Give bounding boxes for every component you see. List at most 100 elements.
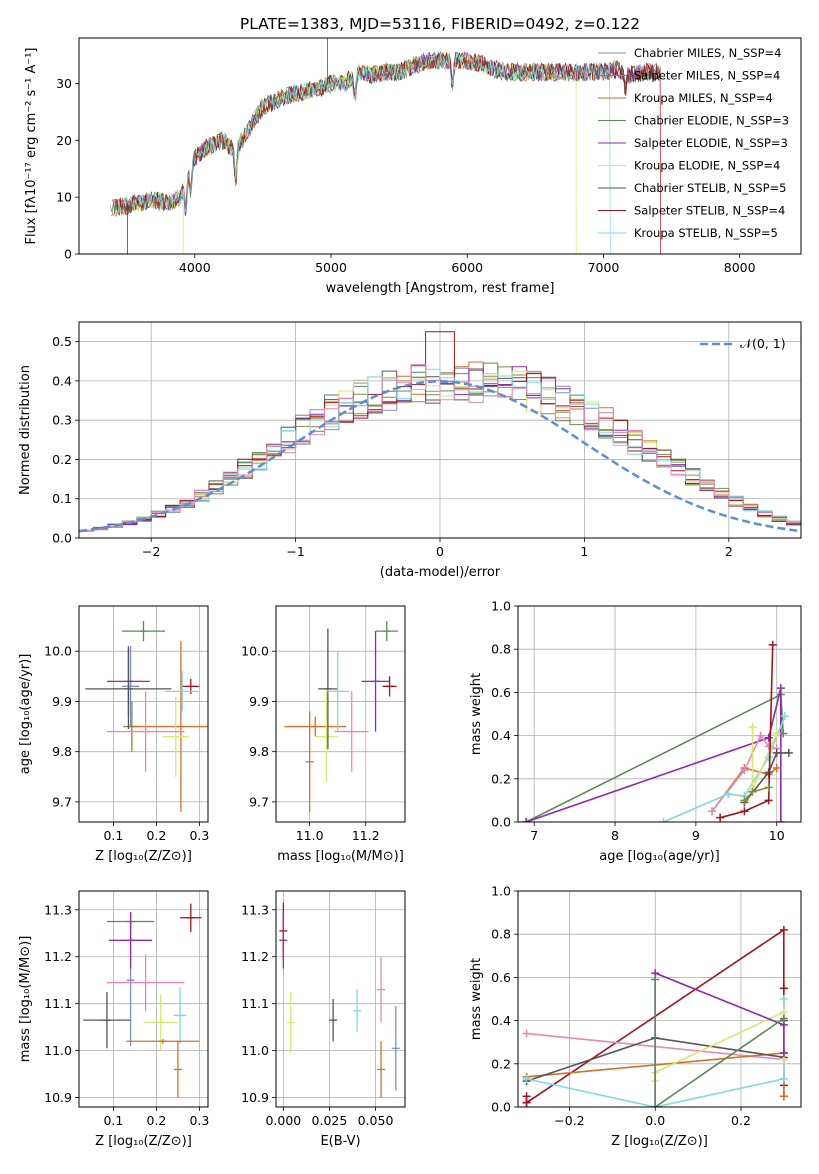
plot-area [276,891,405,1107]
histogram-step [79,364,801,538]
legend-label: 𝒩(0, 1) [740,336,786,351]
legend-label: Salpeter MILES, N_SSP=4 [634,69,780,83]
x-tick-label: 1 [580,544,588,559]
x-tick-label: 7 [530,828,538,843]
y-tick-label: 10.0 [241,644,269,659]
x-tick-label: 11.0 [296,828,324,843]
plus-marker [748,787,757,796]
x-tick-label: −0.2 [554,1113,584,1128]
y-tick-label: 20 [56,133,72,148]
x-tick-label: 0.0 [645,1113,665,1128]
plus-marker [772,729,781,738]
y-tick-label: 10.0 [44,644,72,659]
plus-marker [764,733,773,742]
y-tick-label: 0.0 [52,531,72,546]
y-tick-label: 0.2 [491,1056,511,1071]
x-tick-label: 10 [769,828,785,843]
plus-marker [772,748,781,757]
plus-marker [708,807,717,816]
y-tick-label: 0.0 [491,815,511,830]
legend-label: Salpeter ELODIE, N_SSP=3 [634,136,788,150]
y-tick-label: 0.4 [491,728,511,743]
plus-marker [748,722,757,731]
y-tick-label: 9.7 [52,794,72,809]
legend: 𝒩(0, 1) [700,336,786,351]
y-tick-label: 10.9 [241,1090,269,1105]
legend-label: Salpeter STELIB, N_SSP=4 [634,204,785,218]
plus-marker [776,684,785,693]
y-tick-label: 0 [64,247,72,262]
axes-frame [275,890,406,1108]
panel-mass_vs_ebv: 0.000 0.025 0.050 10.9 11.0 11.1 11.2 11.3 E(B-V… [241,890,406,1149]
weight-line [751,727,778,790]
y-tick-label: 0.8 [491,927,511,942]
y-tick-label: 1.0 [491,884,511,899]
plus-marker [724,789,733,798]
x-tick-label: 0.2 [146,828,166,843]
x-axis-label: Z [log₁₀(Z/Z⊙)] [95,849,192,864]
y-axis-label: mass [log₁₀(M/M⊙)] [18,936,33,1063]
plus-marker [764,796,773,805]
legend-label: Kroupa STELIB, N_SSP=5 [634,226,778,240]
axes-frame [78,321,802,539]
plus-marker [768,640,777,649]
x-axis-label: Z [log₁₀(Z/Z⊙)] [95,1134,192,1149]
x-tick-label: 4000 [179,260,211,275]
x-tick-label: 0.3 [189,828,209,843]
legend-label: Chabrier ELODIE, N_SSP=3 [634,114,789,128]
y-tick-label: 11.0 [44,1043,72,1058]
y-tick-label: 0.4 [52,373,72,388]
x-tick-label: 0.1 [103,1113,123,1128]
y-tick-label: 1.0 [491,599,511,614]
x-axis-label: age [log₁₀(age/yr)] [599,849,720,864]
x-axis-label: E(B-V) [320,1134,360,1149]
weight-line [654,979,785,1107]
plot-area [109,38,662,254]
y-tick-label: 0.3 [52,413,72,428]
spectrum-line [114,52,577,254]
panel-mass_vs_Z: 0.1 0.2 0.3 10.9 11.0 11.1 11.2 11.3 Z [log₁₀(Z/… [18,890,209,1149]
x-tick-label: 0.025 [312,1113,348,1128]
y-tick-label: 0.1 [52,491,72,506]
x-tick-label: 0.2 [731,1113,751,1128]
x-tick-label: 11.2 [352,828,380,843]
weight-line [663,715,786,822]
plus-marker [659,818,668,822]
plus-marker [740,766,749,775]
plus-marker [522,1098,531,1107]
figure-title: PLATE=1383, MJD=53116, FIBERID=0492, z=0… [240,15,640,33]
plot-area [79,322,801,538]
plus-marker [522,818,531,822]
x-tick-label: 0.050 [358,1113,394,1128]
panel-weight_vs_Z: −0.2 0.0 0.2 0.0 0.2 0.4 0.6 0.8 1.0 Z [log₁₀(Z/Z… [469,884,802,1149]
plot-area [276,606,405,822]
legend-label: Kroupa ELODIE, N_SSP=4 [634,159,780,173]
weight-line [719,644,774,819]
y-tick-label: 0.8 [491,642,511,657]
plot-area [79,606,208,822]
legend-label: Chabrier MILES, N_SSP=4 [634,46,781,60]
axes-frame [275,605,406,823]
panel-residual_histogram: −2 −1 0 1 2 0.0 0.1 0.2 0.3 0.4 0.5 (data-model)/er… [18,321,802,580]
y-tick-label: 30 [56,76,72,91]
plus-marker [780,712,789,721]
y-tick-label: 11.3 [44,902,72,917]
weight-line [654,1010,785,1082]
y-tick-label: 0.2 [491,771,511,786]
x-tick-label: 0.000 [265,1113,301,1128]
x-tick-label: 8 [611,828,619,843]
panel-age_vs_mass: 11.0 11.2 9.7 9.8 9.9 10.0 mass [log₁₀(M/M⊙)] [241,605,406,864]
y-tick-label: 11.0 [241,1043,269,1058]
x-tick-label: 6000 [451,260,483,275]
x-tick-label: 7000 [588,260,620,275]
y-tick-label: 0.4 [491,1013,511,1028]
y-tick-label: 11.2 [44,949,72,964]
y-axis-label: mass weight [469,673,484,755]
y-tick-label: 0.0 [491,1100,511,1115]
x-tick-label: 2 [725,544,733,559]
y-tick-label: 11.2 [241,949,269,964]
y-tick-label: 10 [56,190,72,205]
x-tick-label: 0.3 [189,1113,209,1128]
